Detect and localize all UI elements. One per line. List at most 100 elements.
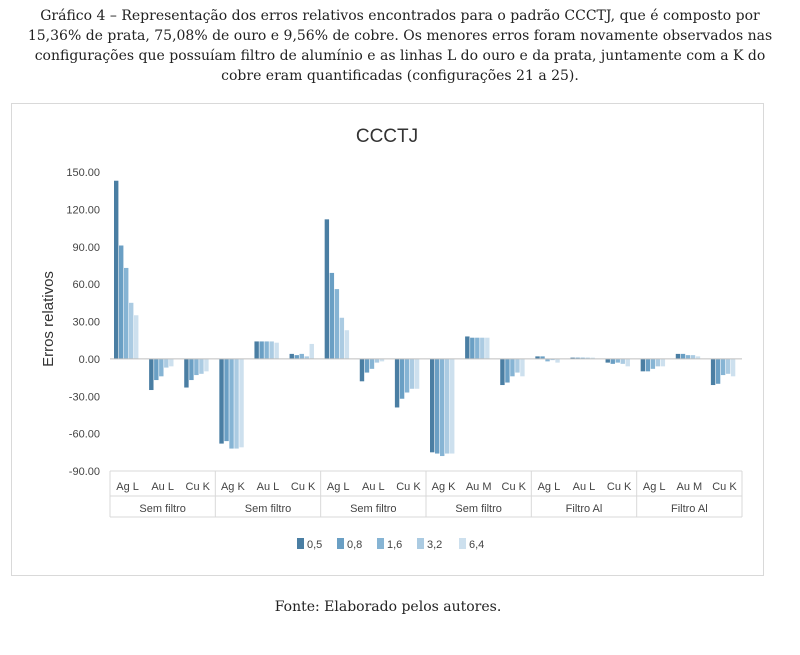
bar [660, 358, 666, 367]
group-label: Sem filtro [350, 503, 396, 515]
bar [359, 358, 365, 382]
bar [615, 358, 620, 363]
x-tick-label: Au M [466, 481, 492, 493]
y-tick-label: -60.00 [69, 429, 100, 441]
x-tick-label: Au L [257, 481, 280, 493]
bar [199, 358, 204, 374]
bar [640, 358, 646, 372]
bar [690, 355, 696, 359]
bar [610, 358, 615, 364]
bar [480, 337, 485, 359]
y-tick-label: 0.00 [79, 354, 100, 366]
chart-title: CCCTJ [356, 126, 418, 147]
bar [364, 358, 370, 373]
y-tick-label: 90.00 [72, 242, 100, 254]
bar [294, 355, 299, 359]
bar [575, 357, 580, 359]
x-tick-label: Ag L [538, 481, 561, 493]
bar [475, 337, 480, 359]
bar [299, 353, 304, 359]
bar [535, 356, 540, 359]
bar [239, 358, 244, 448]
bar [730, 358, 736, 377]
legend-label: 3,2 [427, 539, 442, 551]
bar [695, 356, 701, 359]
bar [625, 358, 630, 367]
x-tick-label: Cu K [396, 481, 421, 493]
bar [164, 358, 169, 368]
bar [159, 358, 164, 377]
x-tick-label: Au L [151, 481, 174, 493]
x-tick-label: Cu K [186, 481, 211, 493]
bar [374, 358, 380, 363]
bar [119, 245, 124, 359]
bar [685, 355, 691, 359]
bar [435, 358, 440, 454]
bar [655, 358, 661, 367]
bar [274, 342, 279, 359]
bar [324, 219, 330, 359]
x-tick-label: Ag L [643, 481, 666, 493]
bar [590, 357, 595, 359]
bar [194, 358, 199, 376]
bar [585, 357, 590, 359]
x-tick-label: Cu K [502, 481, 527, 493]
bar [289, 353, 294, 359]
y-axis-ticks: 150.00 120.00 90.00 60.00 30.00 0.00 -30.00 -60… [66, 167, 100, 478]
x-axis: Ag L Au L Cu K Ag K Au L Cu K Ag L Au L Cu K Ag K… [109, 358, 743, 518]
bar [650, 358, 656, 369]
y-tick-label: 120.00 [66, 204, 100, 216]
bar [264, 341, 269, 359]
group-label: Sem filtro [455, 503, 501, 515]
bar [414, 358, 420, 389]
bar [505, 358, 510, 383]
bar [379, 358, 385, 362]
x-tick-label: Cu K [712, 481, 737, 493]
legend-label: 1,6 [387, 539, 402, 551]
x-tick-label: Au L [362, 481, 385, 493]
bar [204, 358, 209, 372]
bar [440, 358, 445, 457]
y-tick-label: -30.00 [69, 391, 100, 403]
x-tick-label: Cu K [291, 481, 316, 493]
bar [344, 330, 350, 359]
bar [124, 267, 129, 359]
bar [725, 358, 731, 374]
bar [369, 358, 375, 369]
bar [470, 337, 475, 359]
bar [309, 343, 314, 359]
bar [545, 358, 550, 362]
bar [465, 336, 470, 359]
bar [394, 358, 400, 408]
bar [675, 353, 681, 359]
legend-swatch [459, 538, 466, 549]
legend-label: 0,8 [347, 539, 362, 551]
legend: 0,5 0,8 1,6 3,2 6,4 [297, 538, 484, 551]
bar [399, 358, 405, 399]
bar [254, 341, 259, 359]
y-tick-label: 150.00 [66, 167, 100, 179]
x-tick-label: Ag L [116, 481, 139, 493]
bar [129, 302, 134, 359]
bar [710, 358, 716, 386]
x-tick-label: Ag K [221, 481, 246, 493]
bar [114, 180, 119, 359]
bar [570, 357, 575, 359]
bar [334, 289, 340, 359]
bar [259, 341, 264, 359]
bar [229, 358, 234, 449]
x-tick-label: Cu K [607, 481, 632, 493]
y-tick-label: 30.00 [72, 317, 100, 329]
bar [169, 358, 174, 367]
bar [304, 356, 309, 359]
bar [540, 356, 545, 359]
legend-label: 6,4 [469, 539, 484, 551]
bar [485, 337, 490, 359]
bar [224, 358, 229, 442]
bar [445, 358, 450, 454]
bar [189, 358, 194, 381]
group-label: Sem filtro [245, 503, 291, 515]
bar [620, 358, 625, 364]
bar [555, 358, 560, 363]
bar [430, 358, 435, 453]
